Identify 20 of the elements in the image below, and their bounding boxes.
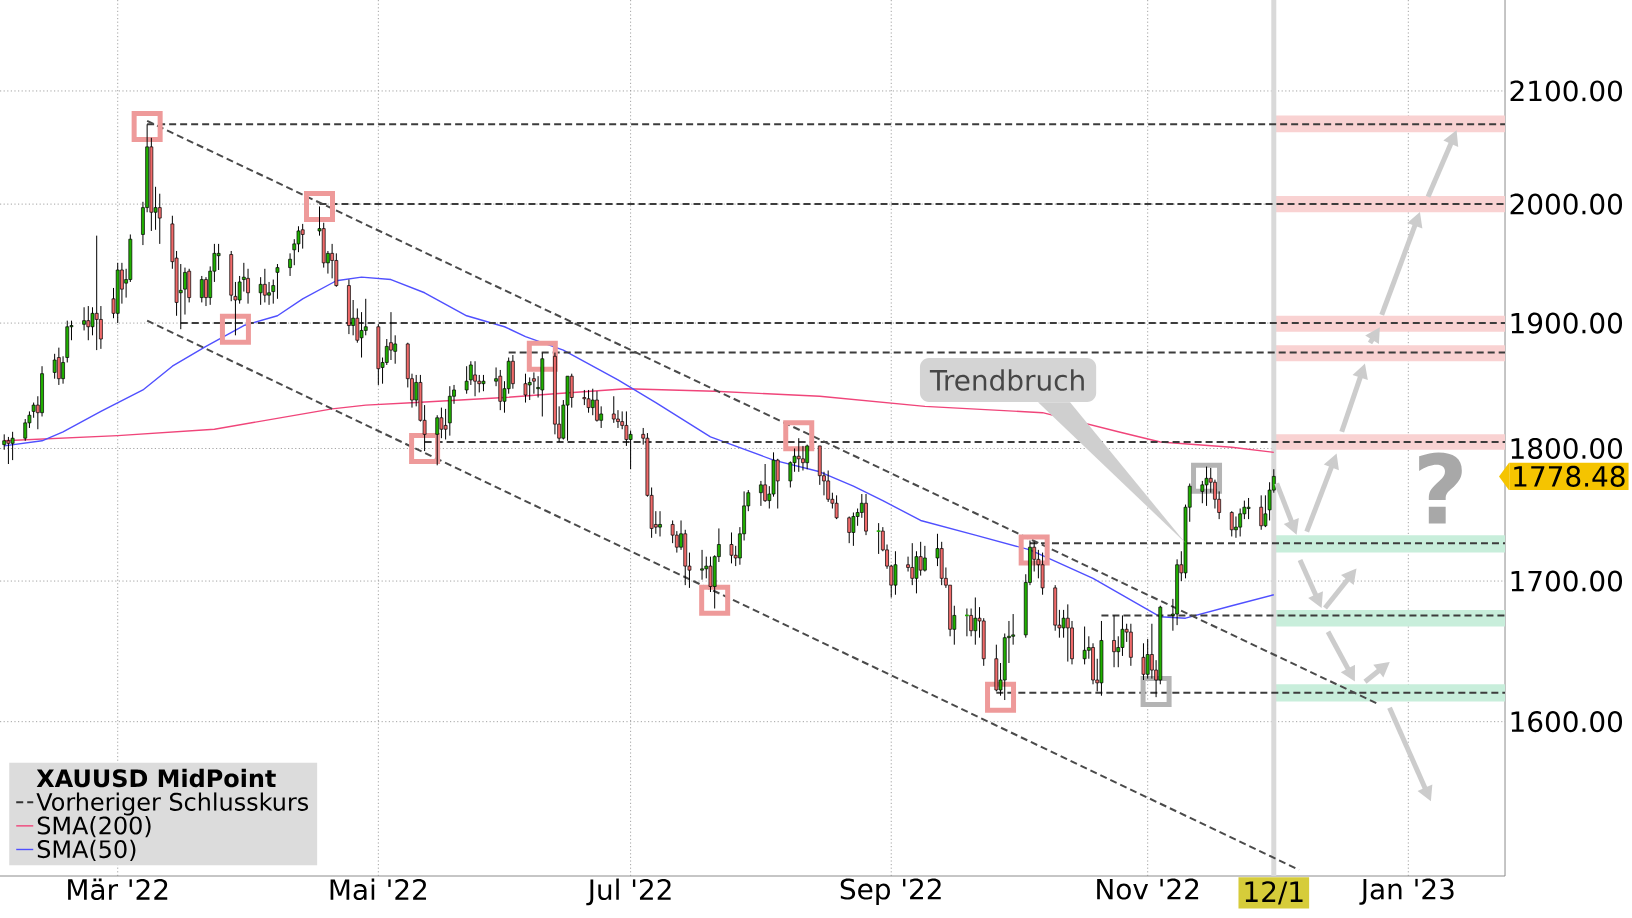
text: 1778.48 bbox=[1514, 465, 1625, 487]
y-tick-label: 1700.00 bbox=[1511, 570, 1622, 592]
legend-label: Vorheriger Schlusskurs bbox=[36, 792, 309, 816]
x-tick-label: Jul '22 bbox=[586, 878, 671, 906]
x-tick-label: Jan '23 bbox=[1359, 878, 1454, 905]
y-tick-label: 2100.00 bbox=[1510, 80, 1622, 102]
annotation: ? bbox=[1419, 452, 1462, 524]
y-tick-label: 1800.00 bbox=[1511, 437, 1622, 460]
legend-title: XAUUSD MidPoint bbox=[36, 768, 276, 788]
x-tick-label: Sep '22 bbox=[840, 878, 941, 906]
x-tick-label: Mai '22 bbox=[330, 878, 427, 901]
legend-label: SMA(50) bbox=[37, 839, 136, 861]
y-tick-label: 2000.00 bbox=[1510, 193, 1622, 215]
y-tick-label: 1600.00 bbox=[1511, 711, 1622, 733]
annotation: Trendbruch bbox=[929, 369, 1084, 391]
legend-label: SMA(200) bbox=[37, 816, 151, 838]
x-tick-label: Mär '22 bbox=[68, 878, 168, 901]
y-tick-label: 1900.00 bbox=[1511, 312, 1622, 334]
ref-line-label: 12/1 bbox=[1245, 881, 1303, 905]
x-tick-label: Nov '22 bbox=[1097, 878, 1199, 900]
